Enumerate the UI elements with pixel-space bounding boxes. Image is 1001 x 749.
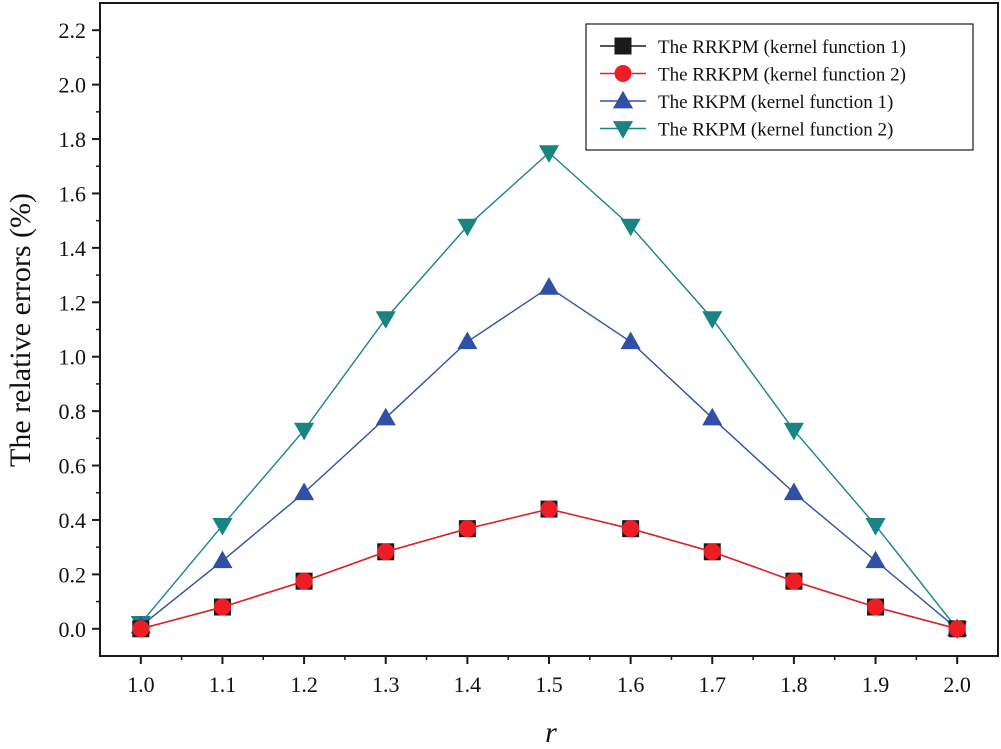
series-3-point xyxy=(620,331,641,350)
series-4-point xyxy=(212,518,233,536)
series-4 xyxy=(130,145,968,639)
series-4-point xyxy=(702,311,723,329)
y-tick-label: 2.0 xyxy=(59,73,87,98)
y-tick-label: 1.4 xyxy=(59,236,87,261)
y-tick-label: 0.8 xyxy=(59,399,87,424)
series-3-point xyxy=(865,550,886,569)
series-3-point xyxy=(538,277,560,295)
legend-marker xyxy=(614,65,632,82)
y-tick-label: 1.2 xyxy=(59,290,87,315)
series-2-point xyxy=(132,620,150,638)
y-tick-label: 1.0 xyxy=(59,345,87,370)
plot-layer xyxy=(130,145,968,639)
series-2-point xyxy=(540,500,558,518)
legend-label: The RRKPM (kernel function 2) xyxy=(658,65,906,86)
y-tick-label: 1.6 xyxy=(59,181,87,206)
legend-label: The RKPM (kernel function 1) xyxy=(658,92,893,113)
series-4-point xyxy=(620,218,641,237)
series-3 xyxy=(130,277,968,637)
series-4-point xyxy=(783,422,804,441)
series-2-point xyxy=(213,598,231,616)
series-2-point xyxy=(458,520,476,538)
x-tick-label: 1.0 xyxy=(127,672,155,697)
legend-marker xyxy=(614,37,632,55)
series-3-line xyxy=(140,286,958,630)
x-tick-label: 1.8 xyxy=(780,672,808,697)
legend-item: The RRKPM (kernel function 2) xyxy=(600,65,906,86)
series-3-point xyxy=(783,482,804,501)
series-4-point xyxy=(865,518,886,536)
series-3-point xyxy=(375,407,396,426)
legend-label: The RRKPM (kernel function 1) xyxy=(658,37,906,58)
x-tick-label: 1.5 xyxy=(535,672,563,697)
series-2-point xyxy=(703,543,721,561)
legend-box xyxy=(585,23,974,151)
axes-layer: 0.0 0.2 0.4 0.6 0.8 1.0 1.2 1.4 1.6 1.8 2.0 2.2 1.0 1… xyxy=(59,2,999,697)
x-tick-label: 1.4 xyxy=(454,672,482,697)
series-4-point xyxy=(457,218,478,237)
x-tick-label: 1.7 xyxy=(699,672,727,697)
series-2-point xyxy=(622,520,640,538)
y-tick-label: 0.4 xyxy=(59,508,87,533)
y-axis-title: The relative errors (%) xyxy=(4,193,37,467)
x-tick-label: 1.6 xyxy=(617,672,645,697)
legend-marker xyxy=(612,90,634,109)
series-4-line xyxy=(140,151,958,630)
series-2-point xyxy=(785,572,803,590)
y-tick-label: 2.2 xyxy=(59,18,87,43)
x-tick-label: 1.9 xyxy=(862,672,890,697)
series-3-point xyxy=(294,482,315,501)
x-tick-label: 1.1 xyxy=(209,672,237,697)
y-tick-label: 0.6 xyxy=(59,454,87,479)
y-tick-label: 0.0 xyxy=(59,617,87,642)
series-1 xyxy=(132,500,966,638)
y-tick-label: 1.8 xyxy=(59,127,87,152)
series-3-point xyxy=(212,550,233,569)
y-tick-label: 0.2 xyxy=(59,562,87,587)
series-4-point xyxy=(375,311,396,329)
x-axis-title: r xyxy=(545,716,557,749)
series-2 xyxy=(132,500,966,638)
series-2-point xyxy=(295,572,313,590)
legend-label: The RKPM (kernel function 2) xyxy=(658,120,893,141)
legend-item: The RKPM (kernel function 2) xyxy=(600,120,893,141)
series-3-point xyxy=(457,331,478,350)
x-tick-label: 1.3 xyxy=(372,672,400,697)
legend-marker xyxy=(612,121,634,139)
legend-item: The RKPM (kernel function 1) xyxy=(600,90,893,113)
x-tick-label: 2.0 xyxy=(943,672,971,697)
series-4-point xyxy=(294,422,315,441)
series-3-point xyxy=(702,407,723,426)
series-4-point xyxy=(538,145,560,163)
series-2-point xyxy=(948,620,966,638)
legend-item: The RRKPM (kernel function 1) xyxy=(600,37,906,58)
series-2-point xyxy=(867,598,885,616)
series-2-point xyxy=(377,543,395,561)
legend: The RRKPM (kernel function 1) The RRKPM (… xyxy=(585,23,974,151)
x-tick-label: 1.2 xyxy=(290,672,318,697)
